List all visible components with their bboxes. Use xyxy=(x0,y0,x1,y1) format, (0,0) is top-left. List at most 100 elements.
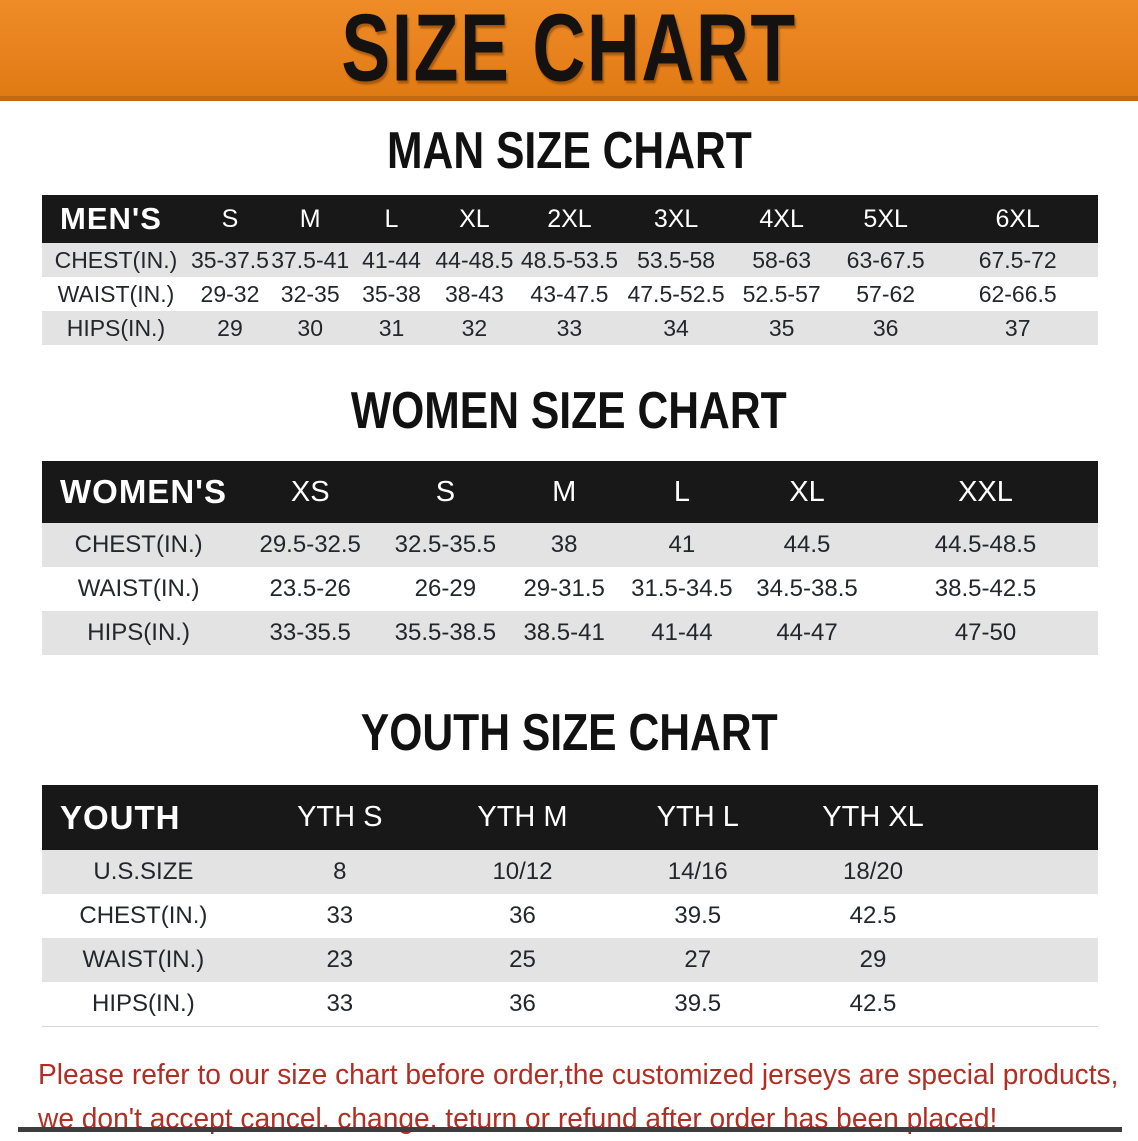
man-section-heading: MAN SIZE CHART xyxy=(0,125,1138,177)
size-column-header: YTH L xyxy=(610,785,786,850)
man-size-table-wrap: MEN'S S M L XL 2XL 3XL 4XL 5XL 6XL CHEST(IN.) 35-37… xyxy=(0,195,1138,345)
row-label: CHEST(IN.) xyxy=(42,243,190,277)
measurement-row: WAIST(IN.) 23 25 27 29 xyxy=(42,938,1098,982)
size-value-cell: 44-47 xyxy=(741,611,874,655)
size-value-cell: 33 xyxy=(516,311,623,345)
size-column-header: 3XL xyxy=(622,195,730,243)
size-value-cell: 35 xyxy=(729,311,834,345)
size-value-cell: 42.5 xyxy=(785,982,961,1026)
table-corner-label: WOMEN'S xyxy=(42,461,236,523)
women-size-table-wrap: WOMEN'S XS S M L XL XXL CHEST(IN.) 29.5-32.5 32.5… xyxy=(0,461,1138,655)
row-label: WAIST(IN.) xyxy=(42,938,245,982)
size-value-cell: 14/16 xyxy=(610,850,786,894)
size-value-cell: 44-48.5 xyxy=(432,243,517,277)
size-value-cell: 44.5-48.5 xyxy=(873,523,1098,567)
women-size-table: WOMEN'S XS S M L XL XXL CHEST(IN.) 29.5-32.5 32.5… xyxy=(42,461,1098,655)
size-value-cell: 37 xyxy=(937,311,1098,345)
size-value-cell: 8 xyxy=(244,850,435,894)
size-value-cell: 29-31.5 xyxy=(505,567,623,611)
spacer-cell xyxy=(960,894,1098,938)
size-value-cell: 38-43 xyxy=(432,277,517,311)
youth-heading-text: YOUTH SIZE CHART xyxy=(360,704,778,762)
size-value-cell: 27 xyxy=(610,938,786,982)
size-value-cell: 33 xyxy=(244,894,435,938)
size-value-cell: 31.5-34.5 xyxy=(622,567,742,611)
row-label: WAIST(IN.) xyxy=(42,277,190,311)
size-value-cell: 32-35 xyxy=(270,277,351,311)
row-label: HIPS(IN.) xyxy=(42,611,236,655)
size-header-row: WOMEN'S XS S M L XL XXL xyxy=(42,461,1098,523)
size-value-cell: 41-44 xyxy=(622,611,742,655)
size-column-header: S xyxy=(385,461,506,523)
size-value-cell: 33 xyxy=(244,982,435,1026)
size-value-cell: 53.5-58 xyxy=(622,243,730,277)
size-value-cell: 32 xyxy=(432,311,517,345)
size-value-cell: 47.5-52.5 xyxy=(622,277,730,311)
order-warning-text: Please refer to our size chart before or… xyxy=(0,1053,1138,1141)
size-value-cell: 42.5 xyxy=(785,894,961,938)
size-value-cell: 41-44 xyxy=(350,243,433,277)
size-value-cell: 39.5 xyxy=(610,982,786,1026)
size-column-header: YTH M xyxy=(434,785,611,850)
size-value-cell: 18/20 xyxy=(785,850,961,894)
warning-line-2: we don't accept cancel, change, teturn o… xyxy=(38,1102,998,1135)
size-value-cell: 32.5-35.5 xyxy=(385,523,506,567)
spacer-cell xyxy=(960,982,1098,1026)
size-column-header: L xyxy=(622,461,742,523)
size-value-cell: 63-67.5 xyxy=(833,243,938,277)
measurement-row: HIPS(IN.) 33 36 39.5 42.5 xyxy=(42,982,1098,1026)
row-label: CHEST(IN.) xyxy=(42,894,245,938)
size-column-header: YTH XL xyxy=(785,785,961,850)
women-section-heading: WOMEN SIZE CHART xyxy=(0,385,1138,437)
size-header-row: MEN'S S M L XL 2XL 3XL 4XL 5XL 6XL xyxy=(42,195,1098,243)
table-corner-label: YOUTH xyxy=(42,785,245,850)
size-column-header: 5XL xyxy=(833,195,938,243)
size-value-cell: 44.5 xyxy=(741,523,874,567)
size-value-cell: 10/12 xyxy=(434,850,611,894)
size-value-cell: 29 xyxy=(785,938,961,982)
youth-size-table: YOUTH YTH S YTH M YTH L YTH XL U.S.SIZE 8 10/12… xyxy=(42,785,1098,1027)
size-value-cell: 38 xyxy=(505,523,623,567)
row-label: HIPS(IN.) xyxy=(42,982,245,1026)
size-value-cell: 62-66.5 xyxy=(937,277,1098,311)
size-value-cell: 37.5-41 xyxy=(270,243,351,277)
size-value-cell: 47-50 xyxy=(873,611,1098,655)
size-value-cell: 25 xyxy=(434,938,611,982)
man-size-table: MEN'S S M L XL 2XL 3XL 4XL 5XL 6XL CHEST(IN.) 35-37… xyxy=(42,195,1098,345)
size-column-header: M xyxy=(270,195,351,243)
size-value-cell: 36 xyxy=(833,311,938,345)
size-value-cell: 43-47.5 xyxy=(516,277,623,311)
row-label: HIPS(IN.) xyxy=(42,311,190,345)
size-value-cell: 35.5-38.5 xyxy=(385,611,506,655)
size-header-row: YOUTH YTH S YTH M YTH L YTH XL xyxy=(42,785,1098,850)
youth-size-table-wrap: YOUTH YTH S YTH M YTH L YTH XL U.S.SIZE 8 10/12… xyxy=(0,785,1138,1027)
size-value-cell: 67.5-72 xyxy=(937,243,1098,277)
measurement-row: CHEST(IN.) 35-37.5 37.5-41 41-44 44-48.5 48.5… xyxy=(42,243,1098,277)
size-value-cell: 29-32 xyxy=(189,277,271,311)
man-heading-text: MAN SIZE CHART xyxy=(386,122,752,180)
size-value-cell: 48.5-53.5 xyxy=(516,243,623,277)
size-value-cell: 26-29 xyxy=(385,567,506,611)
size-value-cell: 23.5-26 xyxy=(235,567,386,611)
row-label: CHEST(IN.) xyxy=(42,523,236,567)
measurement-row: WAIST(IN.) 29-32 32-35 35-38 38-43 43-47.5 47.… xyxy=(42,277,1098,311)
spacer-cell xyxy=(960,785,1098,850)
size-column-header: XL xyxy=(432,195,517,243)
size-value-cell: 39.5 xyxy=(610,894,786,938)
size-value-cell: 36 xyxy=(434,894,611,938)
size-value-cell: 23 xyxy=(244,938,435,982)
size-value-cell: 58-63 xyxy=(729,243,834,277)
size-value-cell: 35-38 xyxy=(350,277,433,311)
size-value-cell: 34.5-38.5 xyxy=(741,567,874,611)
size-column-header: 6XL xyxy=(937,195,1098,243)
size-chart-banner: SIZE CHART xyxy=(0,0,1138,101)
measurement-row: CHEST(IN.) 29.5-32.5 32.5-35.5 38 41 44.5 44.5… xyxy=(42,523,1098,567)
size-column-header: XXL xyxy=(873,461,1098,523)
measurement-row: CHEST(IN.) 33 36 39.5 42.5 xyxy=(42,894,1098,938)
size-value-cell: 29 xyxy=(189,311,271,345)
table-corner-label: MEN'S xyxy=(42,195,190,243)
size-column-header: M xyxy=(505,461,623,523)
size-column-header: XS xyxy=(235,461,386,523)
size-column-header: 2XL xyxy=(516,195,623,243)
size-value-cell: 35-37.5 xyxy=(189,243,271,277)
